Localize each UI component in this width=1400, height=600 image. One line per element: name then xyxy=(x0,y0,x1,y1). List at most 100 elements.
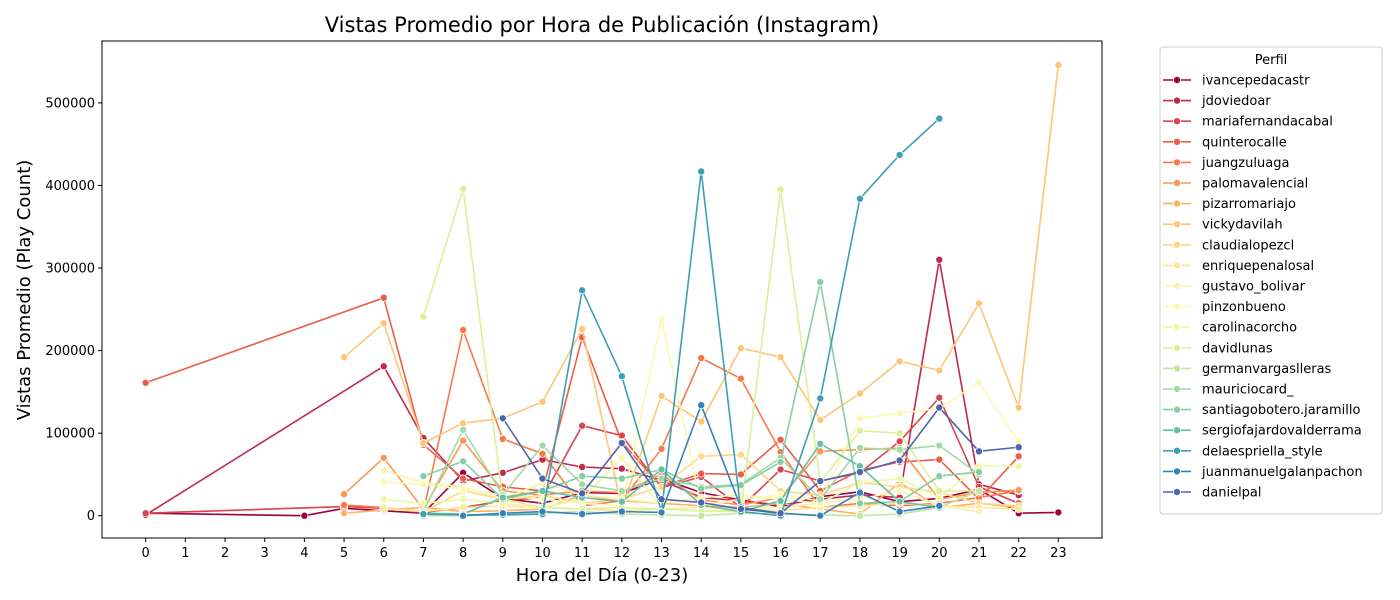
data-point xyxy=(578,472,587,481)
data-point xyxy=(578,510,587,519)
data-point xyxy=(697,354,706,363)
data-point xyxy=(974,507,983,516)
data-point xyxy=(895,437,904,446)
legend-item: claudialopezcl xyxy=(1163,238,1294,253)
legend-title: Perfil xyxy=(1255,53,1288,68)
data-point xyxy=(459,474,468,483)
data-point xyxy=(498,414,507,423)
data-point xyxy=(974,486,983,495)
series-line xyxy=(343,439,1019,510)
y-axis: 0 100000 200000 300000 400000 500000 xyxy=(45,96,102,524)
legend-label: claudialopezcl xyxy=(1202,238,1294,253)
data-point xyxy=(617,453,626,462)
data-point xyxy=(657,465,666,474)
data-point xyxy=(816,415,825,424)
data-point xyxy=(816,495,825,504)
legend-marker xyxy=(1173,137,1182,146)
data-point xyxy=(935,403,944,412)
legend-marker xyxy=(1173,117,1182,126)
data-point xyxy=(1054,508,1063,517)
data-point xyxy=(855,499,864,508)
y-tick-label: 200000 xyxy=(45,344,95,359)
data-point xyxy=(340,509,349,518)
data-point xyxy=(895,497,904,506)
legend-item: gustavo_bolivar xyxy=(1163,280,1306,295)
data-point xyxy=(578,325,587,334)
data-point xyxy=(379,466,388,475)
legend-label: sergiofajardovalderrama xyxy=(1202,424,1362,439)
series-line xyxy=(344,481,1019,515)
data-point xyxy=(935,114,944,123)
data-point xyxy=(776,353,785,362)
data-point xyxy=(379,293,388,302)
data-point xyxy=(379,319,388,328)
data-point xyxy=(498,434,507,443)
x-tick-label: 15 xyxy=(733,546,750,561)
data-point xyxy=(617,507,626,516)
data-point xyxy=(617,372,626,381)
legend-item: enriquepenalosal xyxy=(1163,259,1314,274)
data-point xyxy=(379,362,388,371)
x-tick-label: 7 xyxy=(419,546,427,561)
legend-item: danielpal xyxy=(1163,486,1262,501)
chart-title: Vistas Promedio por Hora de Publicación … xyxy=(325,13,879,37)
legend-marker xyxy=(1173,364,1182,373)
data-point xyxy=(617,497,626,506)
data-point xyxy=(578,489,587,498)
legend-marker xyxy=(1173,426,1182,435)
data-point xyxy=(419,510,428,519)
data-point xyxy=(935,501,944,510)
data-point xyxy=(855,511,864,520)
data-point xyxy=(617,439,626,448)
data-point xyxy=(895,409,904,418)
data-point xyxy=(895,456,904,465)
legend-item: davidlunas xyxy=(1163,341,1273,356)
legend-marker xyxy=(1173,281,1182,290)
legend-marker xyxy=(1173,405,1182,414)
data-point xyxy=(578,286,587,295)
x-tick-label: 12 xyxy=(614,546,631,561)
data-point xyxy=(459,184,468,193)
legend-label: palomavalencial xyxy=(1202,177,1308,192)
x-tick-label: 4 xyxy=(300,546,308,561)
legend-item: santiagobotero.jaramillo xyxy=(1163,403,1360,418)
data-point xyxy=(459,419,468,428)
data-point xyxy=(141,509,150,518)
y-tick-label: 500000 xyxy=(45,96,95,111)
data-point xyxy=(974,378,983,387)
data-point xyxy=(935,441,944,450)
data-point xyxy=(1014,462,1023,471)
x-tick-label: 10 xyxy=(534,546,551,561)
series-line xyxy=(145,297,1020,500)
legend-marker xyxy=(1173,261,1182,270)
data-point xyxy=(419,480,428,489)
x-tick-label: 8 xyxy=(459,546,467,561)
legend-item: sergiofajardovalderrama xyxy=(1163,424,1362,439)
data-point xyxy=(617,464,626,473)
data-point xyxy=(895,486,904,495)
x-tick-label: 19 xyxy=(891,546,908,561)
data-point xyxy=(1014,452,1023,461)
legend-label: santiagobotero.jaramillo xyxy=(1202,403,1360,418)
legend-item: pizarromariajo xyxy=(1163,197,1296,212)
data-point xyxy=(736,450,745,459)
legend-label: enriquepenalosal xyxy=(1202,259,1314,274)
x-tick-label: 14 xyxy=(693,546,710,561)
x-tick-label: 0 xyxy=(142,546,150,561)
legend-label: davidlunas xyxy=(1202,341,1273,356)
data-point xyxy=(816,477,825,486)
data-point xyxy=(459,511,468,520)
data-point xyxy=(300,511,309,520)
series-danielpal xyxy=(498,403,1023,518)
data-point xyxy=(895,429,904,438)
data-point xyxy=(736,505,745,514)
data-point xyxy=(538,486,547,495)
data-point xyxy=(776,185,785,194)
data-point xyxy=(1014,443,1023,452)
plot-frame xyxy=(101,40,1103,539)
legend-label: quinterocalle xyxy=(1202,135,1287,150)
data-point xyxy=(657,391,666,400)
data-point xyxy=(459,436,468,445)
legend-marker xyxy=(1173,199,1182,208)
